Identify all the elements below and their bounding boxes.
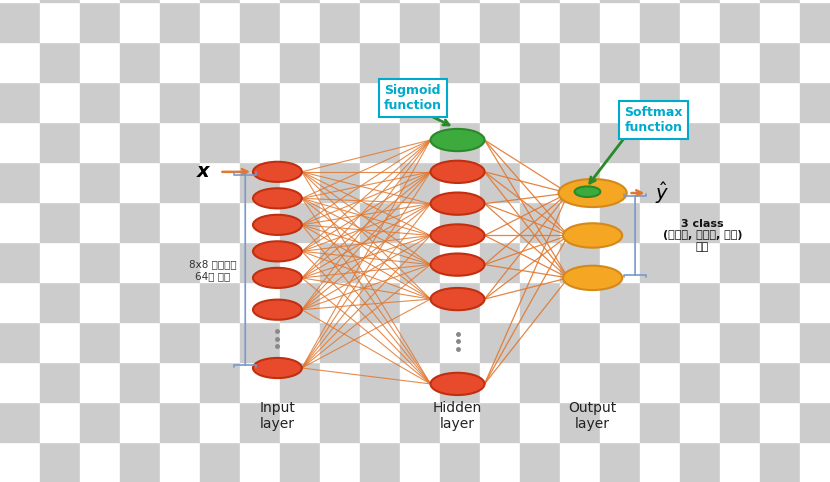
Text: $\hat{y}$: $\hat{y}$ <box>655 180 669 206</box>
Text: 3 class
(강아지, 고양이, 토끼)
분류: 3 class (강아지, 고양이, 토끼) 분류 <box>663 219 742 252</box>
Circle shape <box>253 215 302 235</box>
Circle shape <box>431 254 485 276</box>
Circle shape <box>431 373 485 395</box>
Circle shape <box>253 188 302 208</box>
Circle shape <box>253 300 302 320</box>
Circle shape <box>431 224 485 247</box>
Text: Hidden
layer: Hidden layer <box>433 401 482 431</box>
Text: Softmax
function: Softmax function <box>624 106 683 134</box>
Text: Output
layer: Output layer <box>569 401 617 431</box>
Text: Input
layer: Input layer <box>260 401 295 431</box>
Circle shape <box>559 179 627 207</box>
Circle shape <box>253 241 302 261</box>
Circle shape <box>431 129 485 151</box>
Circle shape <box>563 266 622 290</box>
Circle shape <box>253 268 302 288</box>
Circle shape <box>253 162 302 182</box>
Circle shape <box>563 223 622 248</box>
Circle shape <box>574 187 600 197</box>
Circle shape <box>431 192 485 215</box>
Circle shape <box>431 288 485 310</box>
Text: $\bfit{x}$: $\bfit{x}$ <box>196 162 212 181</box>
Text: 8x8 이미지의
64개 픽셀: 8x8 이미지의 64개 픽셀 <box>189 259 237 281</box>
Text: Sigmoid
function: Sigmoid function <box>383 83 442 112</box>
Circle shape <box>253 358 302 378</box>
Circle shape <box>431 161 485 183</box>
